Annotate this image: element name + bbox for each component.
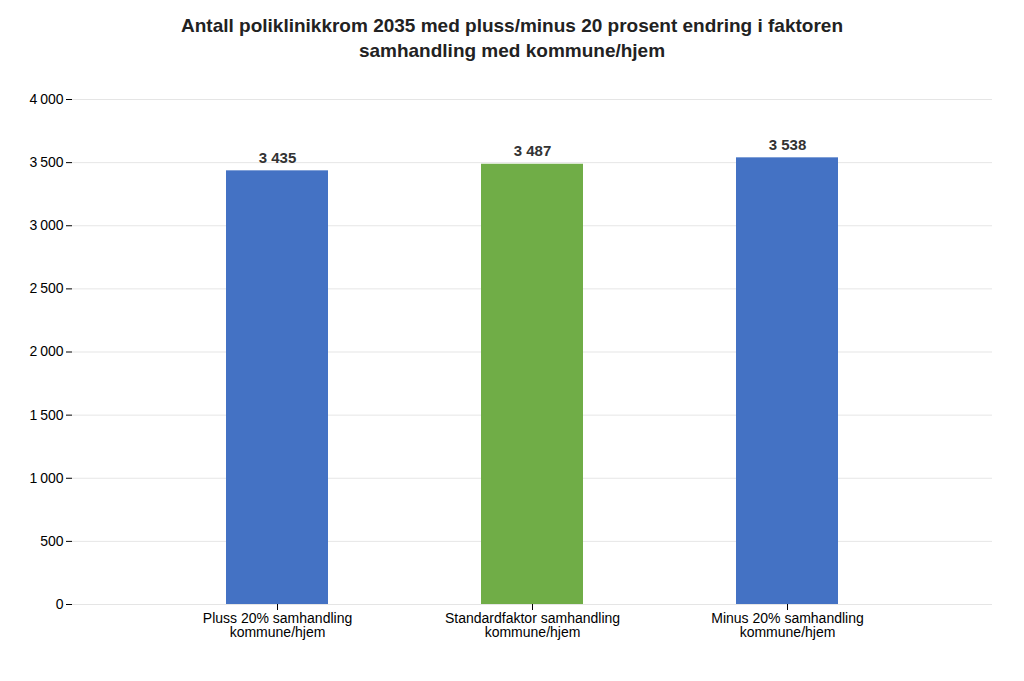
svg-text:Pluss 20% samhandlingkommune/h: Pluss 20% samhandlingkommune/hjem xyxy=(203,611,352,641)
svg-text:1 000: 1 000 xyxy=(30,470,64,486)
svg-text:3 435: 3 435 xyxy=(259,149,297,166)
svg-text:Standardfaktor samhandlingkomm: Standardfaktor samhandlingkommune/hjem xyxy=(445,611,620,641)
svg-text:1 500: 1 500 xyxy=(30,407,64,423)
svg-text:4 000: 4 000 xyxy=(30,91,64,107)
svg-text:2 500: 2 500 xyxy=(30,281,64,297)
svg-text:3 500: 3 500 xyxy=(30,154,64,170)
svg-text:0: 0 xyxy=(56,596,64,612)
svg-text:3 487: 3 487 xyxy=(514,143,552,160)
svg-text:3 000: 3 000 xyxy=(30,218,64,234)
svg-text:500: 500 xyxy=(40,533,64,549)
html-text:Antall poliklinikkrom 2035 med: Antall poliklinikkrom 2035 med pluss/min… xyxy=(181,15,843,61)
svg-text:Minus 20% samhandlingkommune/h: Minus 20% samhandlingkommune/hjem xyxy=(711,611,864,641)
svg-text:3 538: 3 538 xyxy=(769,136,807,153)
svg-text:2 000: 2 000 xyxy=(30,344,64,360)
